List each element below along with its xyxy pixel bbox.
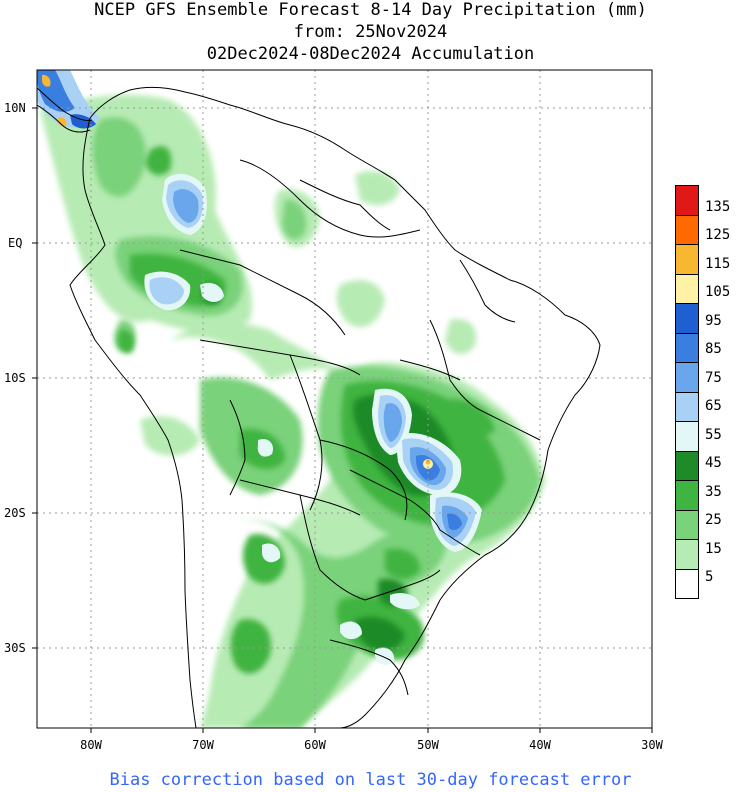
lon-label-80w: 80W [80, 738, 102, 752]
legend-label: 85 [705, 341, 722, 357]
legend-swatch [675, 421, 699, 451]
title-line-3: 02Dec2024-08Dec2024 Accumulation [206, 44, 535, 64]
legend-label: 5 [705, 569, 714, 585]
legend-label: 15 [705, 540, 722, 557]
lat-label-20s: 20S [4, 506, 26, 520]
legend-swatch [675, 391, 699, 421]
legend-label: 35 [705, 483, 722, 500]
lat-label-30s: 30S [4, 641, 26, 655]
legend-label: 55 [705, 426, 722, 443]
legend-swatch [675, 332, 699, 362]
legend-label: 25 [705, 512, 722, 528]
legend-swatch [675, 244, 699, 274]
legend-label: 95 [705, 312, 722, 329]
lon-label-40w: 40W [529, 738, 551, 752]
legend-label: 125 [705, 227, 731, 243]
legend-label: 45 [705, 455, 722, 471]
coastlines-and-borders [37, 86, 601, 728]
graticule [37, 70, 652, 728]
legend-label: 115 [705, 255, 731, 272]
legend-swatch [675, 214, 699, 244]
precip-fields [37, 70, 545, 728]
lon-label-60w: 60W [304, 738, 326, 752]
legend-label: 65 [705, 398, 722, 414]
legend-swatch [675, 568, 699, 599]
legend-swatch [675, 480, 699, 510]
legend-swatch [675, 539, 699, 569]
color-legend [675, 185, 699, 599]
legend-label: 135 [705, 198, 731, 215]
legend-swatch [675, 185, 699, 215]
plot-frame [36, 69, 653, 729]
legend-swatch [675, 450, 699, 480]
title-line-1: NCEP GFS Ensemble Forecast 8-14 Day Prec… [94, 0, 647, 20]
legend-label: 75 [705, 369, 722, 386]
lat-label-eq: EQ [8, 236, 23, 250]
bias-correction-note: Bias correction based on last 30-day for… [109, 770, 632, 790]
title-line-2: from: 25Nov2024 [293, 22, 448, 42]
axis-ticks [32, 107, 653, 733]
lon-label-50w: 50W [417, 738, 439, 752]
lat-label-10s: 10S [4, 371, 26, 385]
legend-label: 105 [705, 284, 731, 300]
lon-label-70w: 70W [192, 738, 214, 752]
legend-swatch [675, 362, 699, 392]
legend-swatch [675, 509, 699, 539]
lon-label-30w: 30W [641, 738, 663, 752]
legend-swatch [675, 303, 699, 333]
lat-label-10n: 10N [4, 101, 26, 115]
legend-swatch [675, 273, 699, 303]
